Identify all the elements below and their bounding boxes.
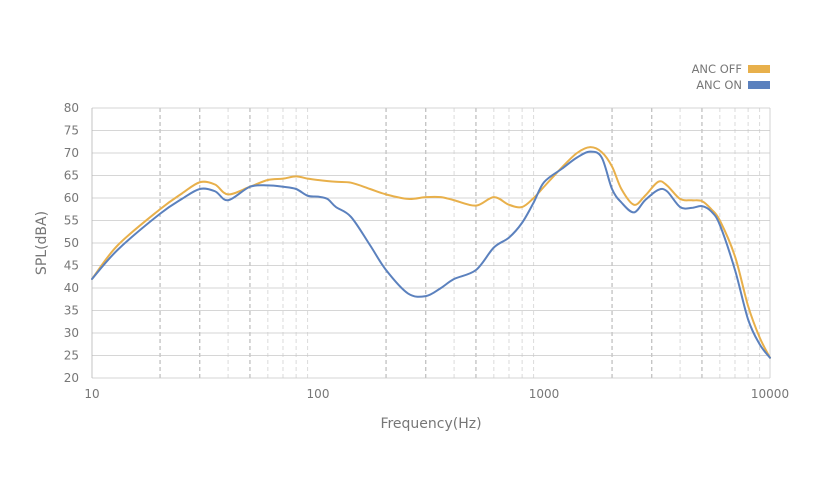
- x-tick-label: 10: [84, 387, 99, 401]
- y-tick-label: 30: [64, 326, 79, 340]
- y-tick-label: 75: [64, 124, 79, 138]
- horizontal-gridlines: [91, 107, 771, 379]
- series-lines: [91, 146, 771, 359]
- y-tick-label: 55: [64, 214, 79, 228]
- y-tick-label: 70: [64, 146, 79, 160]
- y-tick-label: 35: [64, 304, 79, 318]
- y-tick-label: 50: [64, 236, 79, 250]
- legend: ANC OFF ANC ON: [692, 62, 770, 92]
- anc-on-line: [91, 150, 771, 359]
- x-tick-label: 1000: [529, 387, 560, 401]
- y-tick-label: 40: [64, 281, 79, 295]
- x-tick-label: 10000: [751, 387, 789, 401]
- y-tick-label: 80: [64, 101, 79, 115]
- y-tick-label: 25: [64, 349, 79, 363]
- y-tick-label: 65: [64, 169, 79, 183]
- y-axis-tick-labels: 20 25 30 35 40 45 50 55 60 65 70 75 80: [64, 101, 79, 385]
- x-axis-tick-labels: 10 100 1000 10000: [84, 387, 789, 401]
- x-axis-label: Frequency(Hz): [380, 416, 481, 432]
- anc-off-line: [91, 146, 771, 359]
- y-tick-label: 45: [64, 259, 79, 273]
- y-tick-label: 60: [64, 191, 79, 205]
- x-tick-label: 100: [307, 387, 330, 401]
- legend-swatch-anc-on: [748, 81, 770, 89]
- y-axis-label: SPL(dBA): [34, 211, 50, 275]
- y-tick-label: 20: [64, 371, 79, 385]
- legend-label-anc-off: ANC OFF: [692, 62, 742, 76]
- legend-label-anc-on: ANC ON: [696, 78, 742, 92]
- legend-swatch-anc-off: [748, 65, 770, 73]
